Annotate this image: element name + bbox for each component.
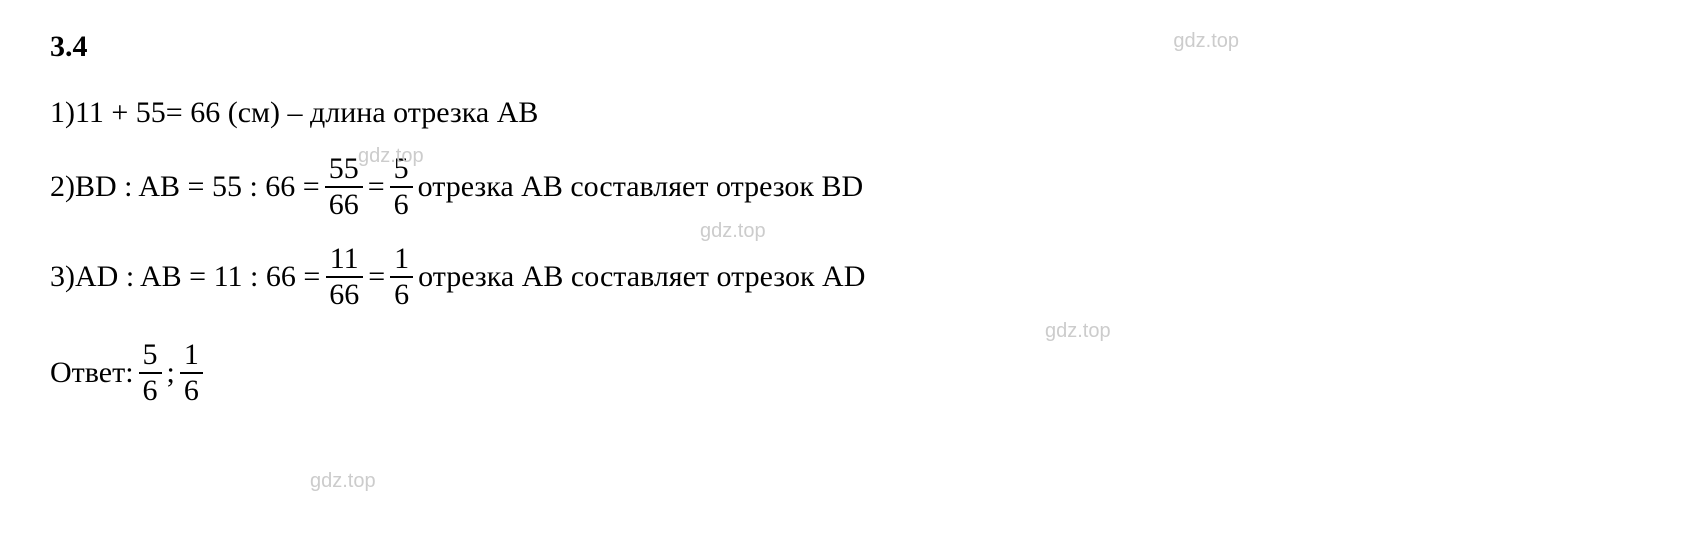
- solution-line-2: 2) BD : AB = 55 : 66 = 55 66 = 5 6 отрез…: [50, 154, 1649, 220]
- fraction-denominator: 66: [325, 188, 363, 220]
- solution-line-1: 1) 11 + 55= 66 (см) – длина отрезка AB: [50, 92, 1649, 134]
- line3-mid: =: [368, 256, 385, 298]
- line1-expression: 11 + 55= 66 (см) – длина отрезка AB: [75, 92, 538, 134]
- answer-fractions: 5 6 ; 1 6: [134, 340, 208, 406]
- line2-prefix: BD : AB = 55 : 66 =: [75, 166, 320, 208]
- answer-fraction-1: 5 6: [139, 340, 162, 406]
- answer-fraction-2: 1 6: [180, 340, 203, 406]
- watermark-text: gdz.top: [1045, 320, 1111, 343]
- line2-fraction-1: 55 66: [325, 154, 363, 220]
- line3-fraction-1: 11 66: [325, 244, 363, 310]
- line2-suffix: отрезка AB составляет отрезок BD: [418, 166, 864, 208]
- solution-line-3: 3) AD : AB = 11 : 66 = 11 66 = 1 6 отрез…: [50, 244, 1649, 310]
- line2-index: 2): [50, 166, 75, 208]
- line1-index: 1): [50, 92, 75, 134]
- fraction-denominator: 6: [390, 278, 413, 310]
- watermark-text: gdz.top: [1173, 30, 1239, 53]
- fraction-denominator: 6: [139, 374, 162, 406]
- answer-label: Ответ:: [50, 356, 134, 390]
- fraction-denominator: 6: [390, 188, 413, 220]
- line3-index: 3): [50, 256, 75, 298]
- line2-mid: =: [368, 166, 385, 208]
- line3-prefix: AD : AB = 11 : 66 =: [75, 256, 320, 298]
- fraction-numerator: 1: [390, 244, 413, 278]
- fraction-numerator: 55: [325, 154, 363, 188]
- fraction-denominator: 6: [180, 374, 203, 406]
- answer-separator: ;: [167, 356, 175, 390]
- fraction-numerator: 1: [180, 340, 203, 374]
- line3-fraction-2: 1 6: [390, 244, 413, 310]
- fraction-denominator: 66: [325, 278, 363, 310]
- problem-number: 3.4: [50, 30, 1649, 64]
- fraction-numerator: 5: [139, 340, 162, 374]
- watermark-text: gdz.top: [358, 145, 424, 168]
- line3-suffix: отрезка AB составляет отрезок AD: [418, 256, 865, 298]
- watermark-text: gdz.top: [310, 470, 376, 493]
- fraction-numerator: 11: [326, 244, 363, 278]
- answer-line: Ответ: 5 6 ; 1 6: [50, 340, 1649, 406]
- watermark-text: gdz.top: [700, 220, 766, 243]
